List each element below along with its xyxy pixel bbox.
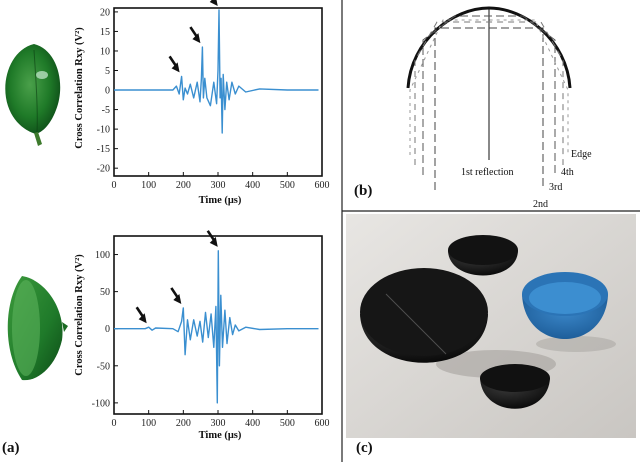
y-tick-label: 100 <box>95 250 110 261</box>
chart-bottom-ylabel: Cross Correlation Rxy (V²) <box>74 254 85 376</box>
x-tick-label: 400 <box>245 180 260 191</box>
peak-arrow <box>135 306 147 324</box>
panel-label-c: (c) <box>356 440 373 456</box>
y-tick-label: 20 <box>100 7 110 18</box>
peak-arrow <box>170 287 182 304</box>
series-line <box>114 9 319 134</box>
second-reflection-path <box>434 27 544 190</box>
label-third: 3rd <box>549 182 562 193</box>
edge-reflection-path <box>409 19 569 155</box>
peak-arrow <box>209 0 218 6</box>
label-first-reflection: 1st reflection <box>461 167 513 178</box>
label-edge: Edge <box>571 149 592 160</box>
y-tick-label: -15 <box>97 144 110 155</box>
y-tick-label: 5 <box>105 66 110 77</box>
x-tick-label: 600 <box>315 418 330 429</box>
x-tick-label: 500 <box>280 418 295 429</box>
y-tick-label: 0 <box>105 86 110 97</box>
x-tick-label: 300 <box>211 418 226 429</box>
leaf-dome-image <box>7 276 68 381</box>
reflection-diagram: 1st reflection 2nd 3rd 4th Edge <box>406 6 592 210</box>
x-tick-label: 500 <box>280 180 295 191</box>
fourth-reflection-path <box>414 21 564 165</box>
chart-top: 0 100 200 300 400 500 600 20 15 10 5 0 -5 -10 -15 -20 C… <box>74 0 330 206</box>
y-tick-label: -50 <box>97 361 110 372</box>
series-line <box>114 250 319 404</box>
chart-top-xlabel: Time (μs) <box>199 195 242 206</box>
panel-label-a: (a) <box>2 440 20 456</box>
x-tick-label: 300 <box>211 180 226 191</box>
leaf-image <box>5 44 61 146</box>
x-tick-label: 200 <box>176 418 191 429</box>
peak-arrow <box>189 26 201 44</box>
panel-label-b: (b) <box>354 183 373 199</box>
chart-top-ylabel: Cross Correlation Rxy (V²) <box>74 27 85 149</box>
x-tick-label: 100 <box>141 418 156 429</box>
y-tick-label: -20 <box>97 164 110 175</box>
y-tick-label: -5 <box>102 105 110 116</box>
x-tick-label: 200 <box>176 180 191 191</box>
y-tick-label: -10 <box>97 125 110 136</box>
x-tick-label: 0 <box>112 418 117 429</box>
y-tick-label: 50 <box>100 287 110 298</box>
y-tick-label: 0 <box>105 324 110 335</box>
bowls-photo <box>346 214 636 438</box>
y-tick-label: -100 <box>92 398 110 409</box>
label-fourth: 4th <box>561 167 574 178</box>
peak-arrow <box>168 55 180 73</box>
x-tick-label: 0 <box>112 180 117 191</box>
label-second: 2nd <box>533 199 548 210</box>
x-tick-label: 600 <box>315 180 330 191</box>
peak-arrow <box>206 230 218 247</box>
x-tick-label: 400 <box>245 418 260 429</box>
chart-bottom-xlabel: Time (μs) <box>199 430 242 441</box>
y-tick-label: 10 <box>100 46 110 57</box>
y-tick-label: 15 <box>100 27 110 38</box>
x-tick-label: 100 <box>141 180 156 191</box>
